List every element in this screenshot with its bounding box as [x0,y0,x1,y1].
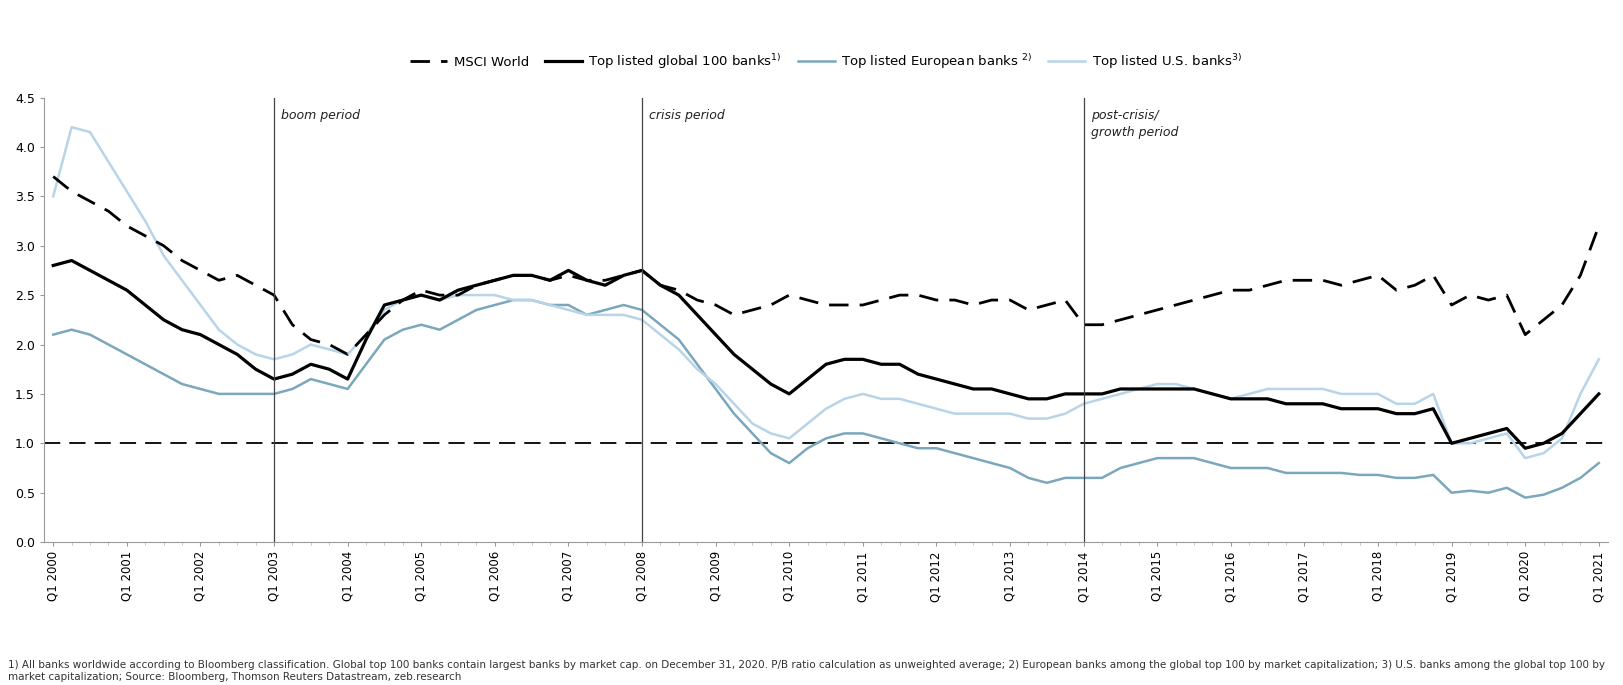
Legend: MSCI World, Top listed global 100 banks$^{1)}$, Top listed European banks $^{2)}: MSCI World, Top listed global 100 banks$… [404,47,1246,76]
Text: 1) All banks worldwide according to Bloomberg classification. Global top 100 ban: 1) All banks worldwide according to Bloo… [8,660,1605,682]
Text: crisis period: crisis period [649,110,725,123]
Text: post-crisis/
growth period: post-crisis/ growth period [1091,110,1178,139]
Text: boom period: boom period [281,110,360,123]
